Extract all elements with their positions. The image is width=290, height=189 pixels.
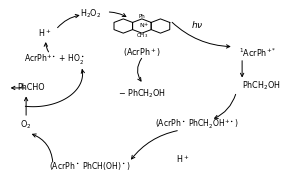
Text: PhCH$_2$OH: PhCH$_2$OH xyxy=(242,80,281,92)
Text: H$^+$: H$^+$ xyxy=(176,153,189,165)
Text: PhCHO: PhCHO xyxy=(18,83,45,92)
Text: Ph: Ph xyxy=(139,14,145,19)
Text: +: + xyxy=(144,22,148,27)
Text: O$_2$: O$_2$ xyxy=(20,118,32,131)
Text: H$_2$O$_2$: H$_2$O$_2$ xyxy=(80,8,102,20)
Text: $h\nu$: $h\nu$ xyxy=(191,19,203,30)
Text: CH$_3$: CH$_3$ xyxy=(136,31,148,40)
Text: (AcrPh$^\bullet$ PhCH(OH)$^\bullet$): (AcrPh$^\bullet$ PhCH(OH)$^\bullet$) xyxy=(49,160,130,172)
Text: $-$ PhCH$_2$OH: $-$ PhCH$_2$OH xyxy=(118,87,166,100)
Text: N: N xyxy=(139,23,144,28)
Text: H$^+$: H$^+$ xyxy=(38,28,51,39)
Text: $^1$AcrPh$^{+*}$: $^1$AcrPh$^{+*}$ xyxy=(239,47,277,59)
Text: (AcrPh$^+$): (AcrPh$^+$) xyxy=(123,46,161,59)
Text: (AcrPh$^\bullet$ PhCH$_2$OH$^{+\bullet}$): (AcrPh$^\bullet$ PhCH$_2$OH$^{+\bullet}$… xyxy=(155,118,239,131)
Text: AcrPh$^{+\bullet}$ + HO$_2^\bullet$: AcrPh$^{+\bullet}$ + HO$_2^\bullet$ xyxy=(24,53,85,67)
